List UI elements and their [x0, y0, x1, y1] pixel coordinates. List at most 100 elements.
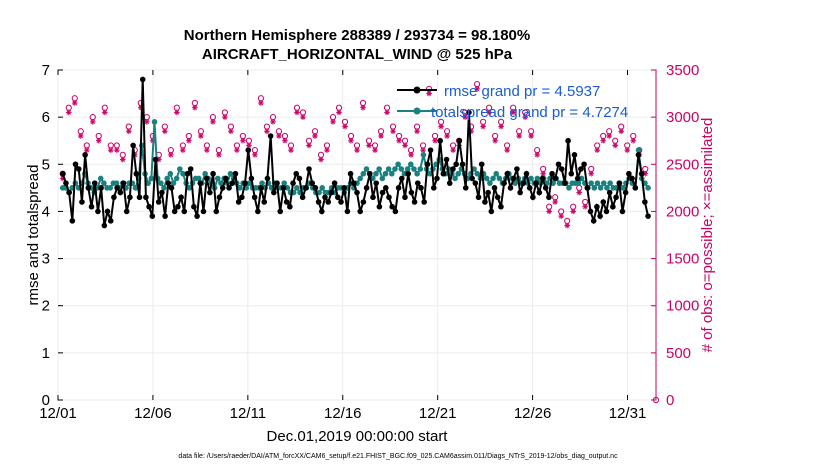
point-rmse [165, 180, 172, 186]
obs-assimilated-point [276, 133, 282, 139]
obs-assimilated-point [144, 119, 150, 125]
point-totalspread [407, 161, 414, 168]
point-rmse [88, 203, 95, 210]
point-totalspread [357, 175, 363, 182]
point-rmse [594, 203, 600, 210]
point-rmse [178, 194, 184, 201]
point-rmse [584, 185, 591, 191]
point-rmse [514, 166, 520, 172]
obs-assimilated-point [360, 104, 366, 111]
point-rmse [552, 175, 559, 182]
series-line-rmse [61, 79, 650, 226]
obs-assimilated-point [77, 133, 84, 139]
point-totalspread [167, 170, 174, 177]
obs-assimilated-point [624, 147, 631, 153]
obs-assimilated-point [510, 109, 516, 116]
point-rmse [424, 161, 431, 168]
y-right-tick-label: 3500 [666, 62, 699, 79]
point-rmse [616, 180, 623, 186]
point-rmse [402, 194, 408, 201]
obs-markers [59, 81, 660, 404]
obs-assimilated-point [408, 152, 414, 158]
obs-assimilated-point [588, 170, 595, 177]
obs-assimilated-point [198, 133, 204, 139]
point-rmse [440, 170, 447, 177]
point-totalspread [145, 180, 151, 186]
point-rmse [213, 208, 220, 215]
point-totalspread [490, 175, 496, 182]
point-rmse [251, 194, 258, 201]
obs-assimilated-point [204, 147, 210, 153]
point-rmse [395, 185, 402, 191]
point-rmse [462, 185, 469, 191]
point-totalspread [246, 180, 253, 186]
point-totalspread [202, 170, 208, 177]
y-axis-left-label: rmse and totalspread [25, 165, 42, 306]
point-rmse [319, 208, 325, 215]
point-rmse [168, 185, 175, 191]
obs-assimilated-point [450, 147, 456, 153]
y-left-tick-label: 5 [42, 156, 50, 173]
legend-rmse-label: rmse grand pr = 4.5937 [444, 83, 600, 100]
point-rmse [430, 185, 437, 191]
point-rmse [139, 76, 146, 83]
point-rmse [392, 208, 399, 215]
obs-assimilated-point [426, 90, 432, 97]
obs-assimilated-point [288, 147, 294, 153]
point-rmse [565, 137, 571, 144]
point-rmse [642, 199, 648, 205]
point-rmse [63, 180, 69, 186]
obs-assimilated-point [474, 86, 480, 92]
point-totalspread [455, 170, 462, 177]
point-rmse [181, 208, 188, 215]
point-totalspread [600, 180, 607, 186]
obs-assimilated-point [318, 156, 324, 163]
point-totalspread [227, 170, 234, 177]
point-rmse [223, 175, 229, 182]
point-totalspread [173, 175, 180, 182]
point-totalspread [177, 166, 183, 172]
point-totalspread [382, 170, 389, 177]
point-totalspread [385, 166, 392, 172]
point-rmse [549, 170, 555, 177]
point-rmse [517, 189, 523, 196]
point-rmse [622, 189, 629, 196]
obs-assimilated-point [270, 119, 276, 125]
point-totalspread [635, 147, 642, 153]
point-rmse [264, 175, 271, 182]
point-rmse [590, 218, 597, 224]
obs-assimilated-point [570, 208, 576, 215]
point-rmse [123, 208, 130, 215]
point-totalspread [578, 175, 585, 182]
point-rmse [619, 208, 626, 215]
point-rmse [533, 180, 539, 186]
point-rmse [152, 156, 159, 163]
x-tick-label: 12/01 [39, 405, 77, 422]
obs-assimilated-point [180, 147, 186, 153]
point-rmse [98, 185, 104, 191]
point-totalspread [395, 161, 401, 168]
point-rmse [309, 180, 316, 186]
point-rmse [450, 166, 456, 172]
y-left-tick-label: 3 [42, 251, 50, 268]
point-rmse [498, 203, 504, 210]
obs-assimilated-point [414, 128, 420, 135]
point-rmse [261, 199, 268, 205]
point-rmse [635, 152, 642, 158]
obs-assimilated-point [594, 147, 601, 153]
point-totalspread [294, 185, 300, 191]
point-totalspread [319, 185, 325, 191]
obs-assimilated-point [444, 133, 450, 139]
point-rmse [280, 185, 287, 191]
point-rmse [325, 199, 332, 205]
obs-assimilated-point [612, 142, 619, 149]
obs-assimilated-point [384, 109, 390, 116]
point-rmse [117, 189, 124, 196]
point-totalspread [101, 180, 107, 186]
point-rmse [530, 194, 536, 201]
x-tick-label: 12/11 [230, 405, 266, 422]
point-totalspread [218, 180, 224, 186]
obs-assimilated-point [420, 147, 426, 153]
point-rmse [331, 180, 338, 186]
point-rmse [587, 208, 594, 215]
